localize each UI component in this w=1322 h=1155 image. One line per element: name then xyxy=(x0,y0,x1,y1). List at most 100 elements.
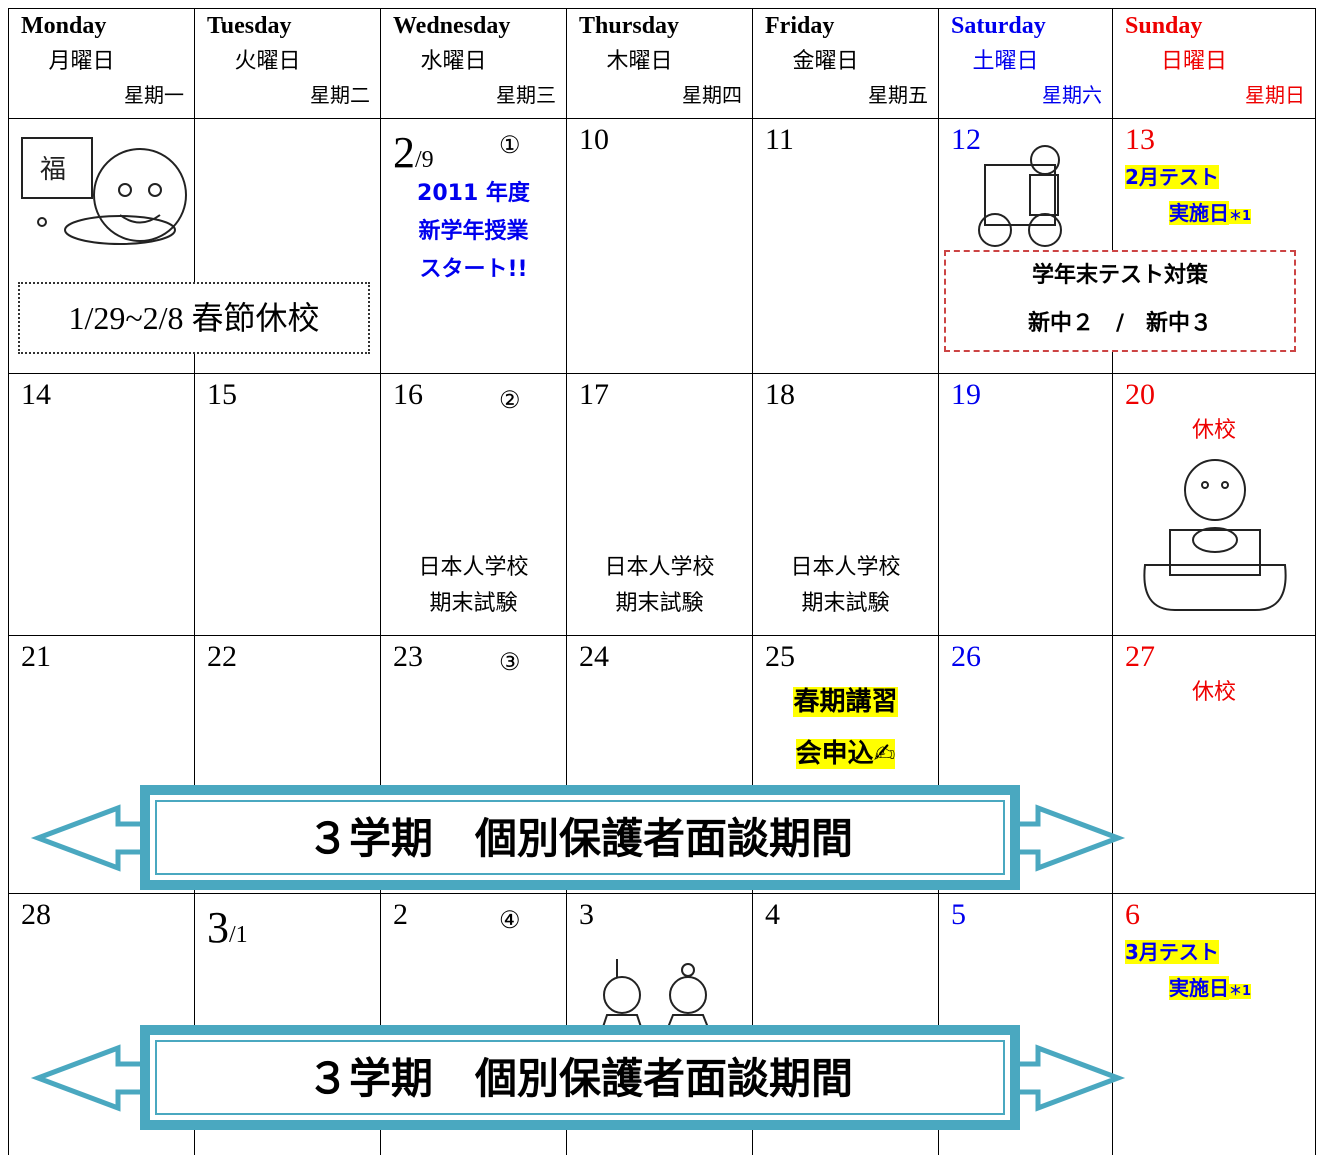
date: 11 xyxy=(765,123,794,157)
note-line: 実施日＊1 xyxy=(1125,195,1315,235)
date-number: 6 xyxy=(1125,898,1140,931)
date: 10 xyxy=(579,123,609,157)
date: 19 xyxy=(951,378,981,412)
date-number: 4 xyxy=(765,898,780,931)
date-number: 14 xyxy=(21,378,51,411)
day-en: Thursday xyxy=(579,13,680,39)
day-cell: 6 3月テスト 実施日＊1 xyxy=(1112,893,1316,1155)
note-text: 会申込✍ xyxy=(795,739,896,769)
day-cell: 25 春期講習会申込✍ xyxy=(752,635,938,893)
date: 14 xyxy=(21,378,51,412)
date-number: 5 xyxy=(951,898,966,931)
date-number: 3 xyxy=(579,898,594,931)
date: 2/9 xyxy=(393,127,434,178)
note-line: 日本人学校 xyxy=(753,550,938,586)
note-text: スタート!! xyxy=(419,257,528,282)
note-line: 新学年授業 xyxy=(381,213,566,251)
header-cell: Wednesday 水曜日 星期三 xyxy=(380,8,566,118)
note-line: スタート!! xyxy=(381,251,566,289)
date-number: 23 xyxy=(393,640,423,673)
date-number: 17 xyxy=(579,378,609,411)
day-en: Sunday xyxy=(1125,13,1203,39)
notes: 2011 年度 新学年授業スタート!! xyxy=(381,175,566,289)
day-ja: 日曜日 xyxy=(1160,49,1227,74)
note-text: 春期講習 xyxy=(793,687,898,717)
date: 28 xyxy=(21,898,51,932)
week-mark: ① xyxy=(499,133,521,159)
day-ja: 土曜日 xyxy=(972,49,1039,74)
date: 27 xyxy=(1125,640,1155,674)
date: 26 xyxy=(951,640,981,674)
note-text: 期末試験 xyxy=(429,591,518,616)
day-cell: 3/1 xyxy=(194,893,380,1155)
date-number: 2 xyxy=(393,898,408,931)
note-line: 2011 年度 xyxy=(381,175,566,213)
date: 3/1 xyxy=(207,902,248,953)
day-cell: 17 日本人学校期末試験 xyxy=(566,373,752,635)
day-cell: 11 xyxy=(752,118,938,373)
banner-text: ３学期 個別保護者面談期間 xyxy=(307,814,853,863)
note-text: 期末試験 xyxy=(615,591,704,616)
note-line: 日本人学校 xyxy=(567,550,752,586)
day-cell xyxy=(194,118,380,373)
svg-text:福: 福 xyxy=(40,155,66,185)
notes: 休校 xyxy=(1113,412,1315,444)
date-number: 28 xyxy=(21,898,51,931)
note-line: 休校 xyxy=(1113,412,1315,444)
week-mark: ④ xyxy=(499,908,521,934)
day-cell: 18 日本人学校期末試験 xyxy=(752,373,938,635)
date-number: 26 xyxy=(951,640,981,673)
notes: 3月テスト 実施日＊1 xyxy=(1125,934,1315,1010)
date-number: 15 xyxy=(207,378,237,411)
day-cell: 27 休校 xyxy=(1112,635,1316,893)
day-zh: 星期六 xyxy=(1042,85,1102,107)
date: 23 xyxy=(393,640,423,674)
oni-illustration: 福 xyxy=(21,137,187,245)
date: 12 xyxy=(951,123,981,157)
notes: 日本人学校 期末試験 xyxy=(567,550,752,622)
banner-inner xyxy=(155,1040,1005,1115)
date: 25 xyxy=(765,640,795,674)
date: 17 xyxy=(579,378,609,412)
day-cell: 5 xyxy=(938,893,1112,1155)
date-number: 2 xyxy=(393,128,415,177)
note-text: 期末試験 xyxy=(801,591,890,616)
day-zh: 星期日 xyxy=(1245,85,1305,107)
day-ja: 月曜日 xyxy=(48,49,115,74)
day-en: Monday xyxy=(21,13,107,39)
date-number: 12 xyxy=(951,123,981,156)
note-text: 3月テスト xyxy=(1125,940,1219,964)
day-zh: 星期三 xyxy=(496,85,556,107)
day-en: Saturday xyxy=(951,13,1046,39)
kotatsu-illustration xyxy=(1143,459,1287,611)
week-mark: ③ xyxy=(499,650,521,676)
day-en: Friday xyxy=(765,13,835,39)
header-cell: Saturday 土曜日 星期六 xyxy=(938,8,1112,118)
day-cell: 15 xyxy=(194,373,380,635)
date-number: 18 xyxy=(765,378,795,411)
teacher-illustration xyxy=(978,145,1062,247)
note-text: 休校 xyxy=(1191,680,1236,705)
exam-prep-title: 学年末テスト対策 xyxy=(1031,263,1208,288)
note-text: 休校 xyxy=(1191,418,1236,443)
date-suffix: /1 xyxy=(229,922,248,948)
day-zh: 星期二 xyxy=(310,85,370,107)
header-cell: Tuesday 火曜日 星期二 xyxy=(194,8,380,118)
date: 13 xyxy=(1125,123,1155,157)
banner-arrow-left xyxy=(30,1044,153,1112)
day-cell: 12 xyxy=(938,118,1112,373)
week-mark: ② xyxy=(499,388,521,414)
note-line: 期末試験 xyxy=(381,586,566,622)
banner-body xyxy=(140,1025,1020,1130)
banner-arrow-right xyxy=(1003,1044,1126,1112)
day-ja: 火曜日 xyxy=(234,49,301,74)
notes: 日本人学校 期末試験 xyxy=(381,550,566,622)
note-footnote: ＊1 xyxy=(1229,984,1252,999)
spring-festival-notice: 1/29~2/8 春節休校 xyxy=(18,282,370,354)
day-zh: 星期四 xyxy=(682,85,742,107)
date-number: 19 xyxy=(951,378,981,411)
date: 20 xyxy=(1125,378,1155,412)
notes: 休校 xyxy=(1113,674,1315,706)
